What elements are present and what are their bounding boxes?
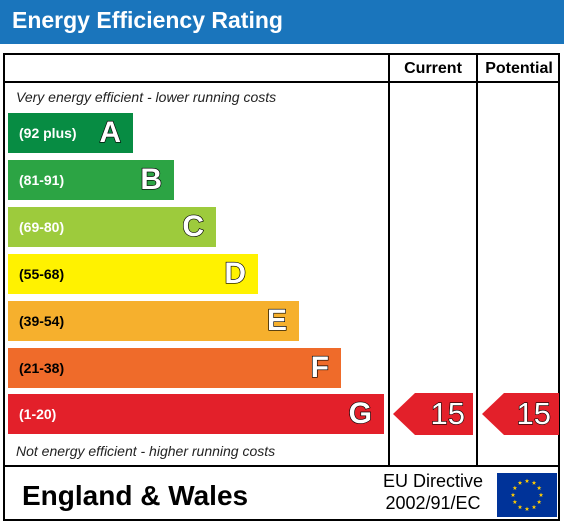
footer-divider — [3, 465, 560, 467]
flag-star — [531, 504, 537, 510]
band-range-label: (81-91) — [19, 172, 65, 188]
rating-table-frame — [3, 53, 560, 521]
column-header-potential: Potential — [485, 60, 553, 77]
potential-rating-value: 15 — [516, 395, 552, 431]
band-range-label: (92 plus) — [19, 125, 77, 141]
potential-rating-arrow: 15 — [482, 393, 559, 435]
rating-band-g: (1-20) G — [8, 394, 384, 434]
band-letter: G — [348, 396, 373, 430]
band-range-label: (69-80) — [19, 219, 65, 235]
top-note: Very energy efficient - lower running co… — [16, 89, 277, 105]
directive-line-2: 2002/91/EC — [385, 493, 481, 513]
eu-flag-icon — [497, 473, 557, 517]
band-range-label: (21-38) — [19, 360, 65, 376]
column-divider-potential — [476, 53, 478, 467]
rating-band-c: (69-80) C — [8, 207, 216, 247]
flag-star — [524, 506, 530, 511]
band-range-label: (39-54) — [19, 313, 65, 329]
flag-star — [536, 499, 542, 504]
flag-star — [517, 504, 523, 510]
footer-directive: EU Directive 2002/91/EC — [372, 470, 494, 514]
flag-star — [512, 499, 518, 504]
band-letter: E — [266, 303, 287, 337]
rating-band-a: (92 plus) A — [8, 113, 133, 153]
flag-star — [510, 492, 516, 497]
flag-star — [524, 478, 530, 483]
flag-star — [538, 492, 544, 497]
header-bar: Energy Efficiency Rating — [0, 0, 564, 44]
flag-star — [512, 485, 518, 490]
band-letter: B — [140, 162, 163, 196]
band-letter: C — [182, 209, 205, 243]
potential-arrow-shape — [482, 393, 559, 435]
band-letter: F — [310, 350, 330, 384]
column-divider-current — [388, 53, 390, 467]
rating-band-f: (21-38) F — [8, 348, 341, 388]
rating-band-b: (81-91) B — [8, 160, 174, 200]
rating-band-d: (55-68) D — [8, 254, 258, 294]
band-letter: D — [224, 256, 247, 290]
page-title: Energy Efficiency Rating — [12, 7, 283, 33]
band-letter: A — [99, 115, 122, 149]
flag-star — [536, 485, 542, 490]
rating-band-e: (39-54) E — [8, 301, 299, 341]
flag-star — [517, 480, 523, 485]
flag-star — [531, 480, 537, 485]
current-rating-value: 15 — [430, 395, 466, 431]
header-row-divider — [3, 81, 560, 83]
column-header-current: Current — [404, 60, 462, 77]
band-range-label: (1-20) — [19, 406, 57, 422]
current-arrow-shape — [393, 393, 473, 435]
current-rating-arrow: 15 — [393, 393, 473, 435]
directive-line-1: EU Directive — [382, 471, 484, 491]
footer-country: England & Wales — [22, 480, 249, 511]
band-range-label: (55-68) — [19, 266, 65, 282]
bottom-note: Not energy efficient - higher running co… — [16, 443, 276, 459]
